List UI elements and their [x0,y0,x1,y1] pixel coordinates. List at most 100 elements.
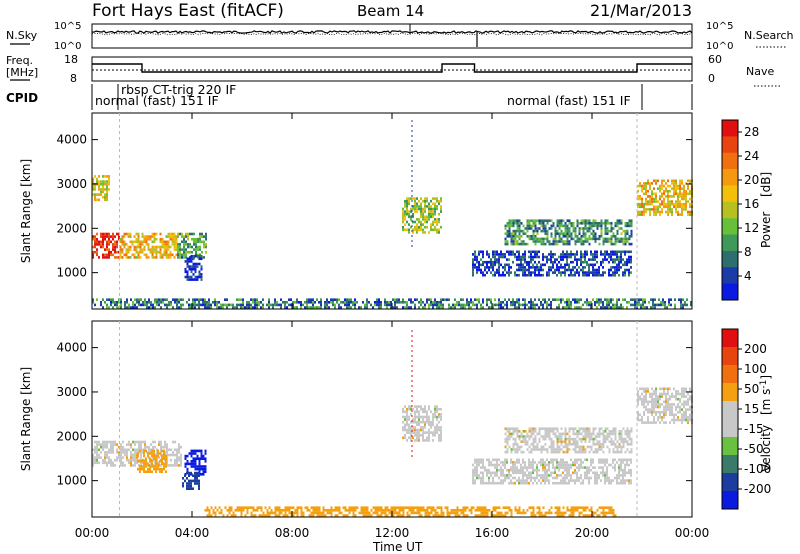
power-echo-cell [641,197,643,201]
velocity-echo-cell [532,443,535,446]
power-echo-cell [124,301,126,304]
power-echo-cell [284,301,286,304]
power-echo-cell [582,273,584,277]
power-echo-cell [402,228,404,232]
power-echo-cell [594,250,596,254]
power-cbar-label-1: 8 [744,245,752,259]
velocity-echo-cell [402,428,404,432]
power-echo-cell [679,213,681,216]
power-echo-cell [125,232,128,236]
power-echo-cell [526,273,528,277]
power-echo-cell [618,219,621,222]
velocity-echo-cell [436,418,438,421]
velocity-echo-cell [602,474,604,477]
velocity-echo-cell [574,481,576,485]
power-echo-cell [306,306,308,309]
velocity-echo-cell [578,466,580,469]
velocity-echo-cell [143,462,145,466]
power-echo-cell [612,253,614,256]
power-echo-cell [133,235,136,238]
power-echo-cell [486,263,488,267]
power-echo-cell [116,243,118,246]
power-echo-cell [192,301,194,304]
power-echo-cell [610,237,613,241]
velocity-echo-cell [98,456,100,459]
velocity-echo-cell [224,506,227,509]
velocity-echo-cell [328,511,331,515]
power-echo-cell [651,208,653,211]
power-echo-cell [622,242,625,246]
power-echo-cell [644,301,646,304]
velocity-echo-cell [554,458,556,462]
power-echo-cell [112,253,114,257]
velocity-echo-cell [600,443,603,446]
velocity-echo-cell [530,427,533,430]
power-echo-cell [667,184,669,188]
velocity-echo-cell [434,428,436,432]
power-echo-cell [604,237,607,241]
velocity-echo-cell [506,474,508,477]
power-echo-cell [300,303,302,307]
velocity-echo-cell [194,479,196,483]
power-echo-cell [432,215,434,219]
power-echo-cell [612,260,614,264]
power-echo-cell [276,303,278,307]
noise-tick-right-bottom: 10^0 [706,41,733,52]
velocity-echo-cell [570,509,573,512]
velocity-echo-cell [92,448,94,452]
velocity-echo-cell [556,481,558,485]
power-echo-cell [185,232,187,236]
velocity-echo-cell [520,471,522,475]
power-echo-cell [518,219,521,222]
velocity-echo-cell [408,405,410,408]
power-echo-cell [436,220,438,224]
power-echo-cell [584,258,586,261]
velocity-echo-cell [208,509,211,512]
power-echo-cell [530,301,532,304]
velocity-echo-cell [618,481,620,485]
power-echo-cell [508,222,511,225]
power-echo-cell [196,254,199,258]
velocity-echo-cell [560,466,562,469]
power-echo-cell [616,298,618,301]
power-echo-cell [604,271,606,274]
power-ytick-label-0: 1000 [56,266,87,280]
velocity-echo-cell [141,465,143,468]
velocity-echo-cell [675,392,677,396]
power-echo-cell [114,240,116,244]
velocity-echo-cell [673,403,675,406]
power-echo-cell [514,301,516,304]
velocity-echo-cell [671,408,673,411]
velocity-echo-cell [574,443,577,446]
velocity-echo-cell [456,511,459,515]
power-echo-cell [200,298,202,301]
power-echo-cell [92,188,94,191]
power-echo-cell [196,262,199,266]
velocity-echo-cell [342,514,345,517]
velocity-echo-cell [155,470,157,473]
velocity-echo-cell [106,453,108,457]
velocity-echo-cell [643,413,645,417]
power-echo-cell [410,301,412,304]
velocity-echo-cell [238,509,241,512]
power-echo-cell [637,189,639,193]
power-echo-cell [386,306,388,309]
power-echo-cell [170,303,172,307]
velocity-echo-cell [504,458,506,462]
velocity-echo-cell [206,506,209,509]
power-echo-cell [408,306,410,309]
power-echo-cell [637,197,639,201]
velocity-echo-cell [612,461,614,464]
power-echo-cell [106,180,108,183]
power-echo-cell [92,177,94,181]
power-echo-cell [496,250,498,254]
velocity-echo-cell [424,514,427,517]
velocity-echo-cell [496,466,498,469]
velocity-echo-cell [604,506,607,509]
power-echo-cell [530,303,532,307]
velocity-echo-cell [582,427,585,430]
power-echo-cell [350,298,352,301]
power-echo-cell [150,301,152,304]
velocity-echo-cell [480,471,482,475]
velocity-echo-cell [186,477,188,480]
